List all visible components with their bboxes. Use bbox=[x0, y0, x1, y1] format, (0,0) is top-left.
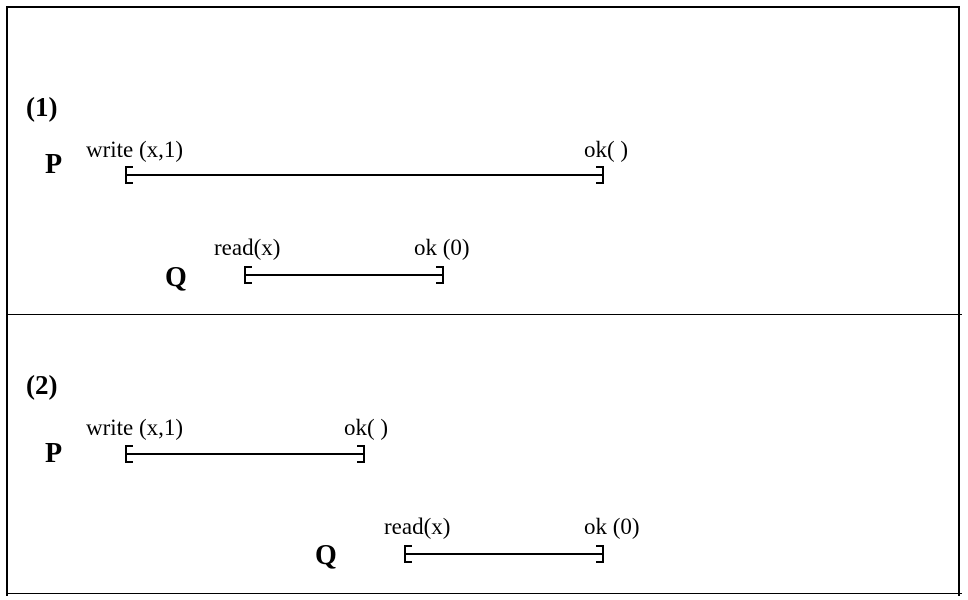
panel-1-q-invoke-label: read(x) bbox=[214, 235, 281, 260]
panel-2-p-invoke-label: write (x,1) bbox=[86, 415, 184, 440]
panel-2-label: (2) bbox=[26, 370, 58, 400]
panel-2-q-invoke-label: read(x) bbox=[384, 514, 451, 539]
panel-1-p-response-label: ok( ) bbox=[584, 137, 629, 162]
panel-2-q-operation-interval bbox=[404, 545, 604, 563]
panel-2-process-q-label: Q bbox=[315, 540, 337, 571]
panel-2-process-p-label: P bbox=[45, 438, 63, 469]
panel-divider bbox=[6, 314, 962, 315]
panel-1-p-invoke-label: write (x,1) bbox=[86, 137, 184, 162]
panel-2-q-response-label: ok (0) bbox=[584, 514, 640, 539]
panel-1-process-q-label: Q bbox=[165, 262, 187, 293]
panel-1-process-p-label: P bbox=[45, 149, 63, 180]
panel-2-p-operation-interval bbox=[125, 445, 365, 463]
panel-1-q-response-label: ok (0) bbox=[414, 235, 470, 260]
panel-1-q-operation-interval bbox=[244, 266, 444, 284]
panel-1-label: (1) bbox=[26, 92, 58, 122]
diagram-frame bbox=[6, 6, 960, 596]
panel-1-p-operation-interval bbox=[125, 166, 604, 184]
panel-2-p-response-label: ok( ) bbox=[344, 415, 389, 440]
bottom-divider bbox=[6, 593, 962, 594]
